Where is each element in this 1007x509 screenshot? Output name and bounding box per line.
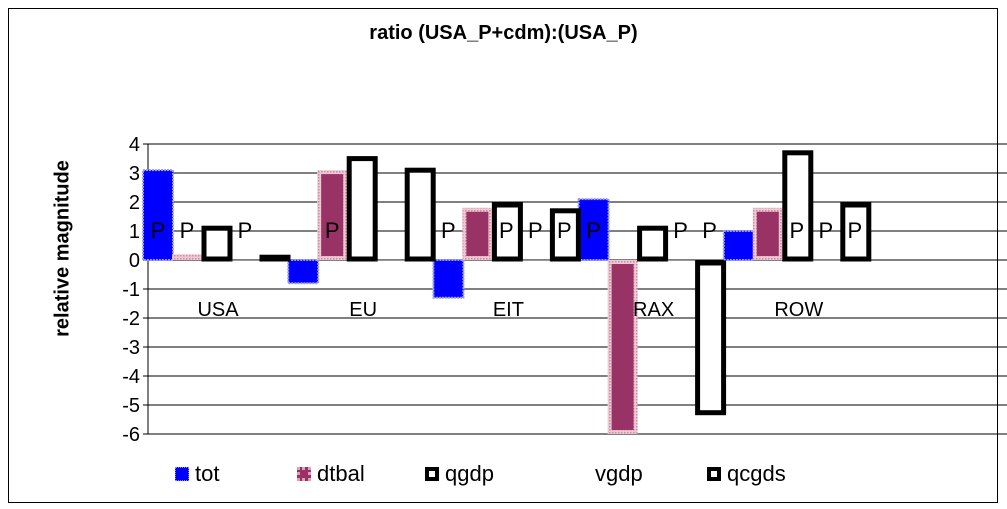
p-marker: P — [325, 218, 340, 243]
y-tick-label: -5 — [122, 395, 140, 417]
bar-dtbal-USA-border — [172, 254, 202, 260]
category-label: RAX — [633, 299, 674, 321]
y-tick-labels: 4 3 2 1 0 -1 -2 -3 -4 -5 -6 — [122, 134, 140, 446]
legend-item-vgdp: vgdp — [575, 461, 707, 487]
category-label: EIT — [493, 299, 524, 321]
bars — [142, 150, 872, 434]
bar-qgdp-USA — [201, 225, 233, 262]
y-tick-label: -2 — [122, 308, 140, 330]
y-tick-label: -1 — [122, 279, 140, 301]
legend-swatch-qcgds — [707, 467, 721, 481]
y-tick-label: -4 — [122, 366, 140, 388]
chart-frame — [8, 8, 998, 503]
chart-title: ratio (USA_P+cdm):(USA_P) — [369, 22, 638, 44]
bar-qgdp-RAX — [637, 225, 669, 262]
bar-qgdp-EU — [346, 156, 378, 262]
legend-item-dtbal: dtbal — [297, 461, 425, 487]
p-marker: P — [586, 218, 601, 243]
bar-tot-RAX — [577, 198, 610, 262]
y-tick-label: 0 — [129, 250, 140, 272]
legend: tot dtbal qgdp vgdp qcgds — [175, 456, 786, 492]
p-marker: P — [789, 218, 804, 243]
bar-tot-EIT — [432, 259, 465, 299]
legend-label: tot — [195, 461, 220, 486]
category-label: USA — [197, 299, 239, 321]
legend-label: vgdp — [595, 461, 643, 486]
p-marker: P — [847, 218, 862, 243]
y-tick-label: 2 — [129, 192, 140, 214]
p-marker: P — [702, 218, 717, 243]
legend-item-qcgds: qcgds — [707, 461, 786, 487]
y-tick-label: -3 — [122, 337, 140, 359]
bar-qgdp-ROW — [782, 150, 814, 262]
legend-swatch-qgdp — [425, 467, 439, 481]
bar-dtbal-EU — [321, 174, 344, 256]
legend-swatch-dtbal — [297, 467, 311, 481]
p-marker: P — [180, 218, 195, 243]
legend-item-tot: tot — [175, 461, 297, 487]
bar-qcgds-EIT — [549, 208, 581, 262]
y-tick-label: 4 — [129, 134, 140, 156]
p-marker: P — [238, 218, 253, 243]
bar-qcgds-ROW — [840, 202, 872, 262]
y-tick-label: 3 — [129, 163, 140, 185]
p-marker: P — [499, 218, 514, 243]
legend-item-qgdp: qgdp — [425, 461, 575, 487]
p-marker: P — [441, 218, 456, 243]
bar-dtbal-RAX — [611, 264, 634, 430]
legend-swatch-tot — [175, 467, 189, 481]
category-label: ROW — [774, 299, 823, 321]
gridlines — [143, 143, 1007, 435]
bar-qcgds-RAX — [695, 260, 727, 416]
category-labels: USA EU EIT RAX ROW — [197, 299, 823, 321]
bar-tot-USA — [142, 169, 174, 262]
bar-dtbal-EIT — [466, 211, 489, 256]
p-marker: P — [818, 218, 833, 243]
legend-label: qgdp — [445, 461, 494, 486]
legend-label: qcgds — [727, 461, 786, 486]
bar-qgdp-EIT — [491, 202, 523, 262]
legend-swatch-vgdp — [575, 467, 589, 481]
bar-qcgds-EU — [404, 167, 436, 262]
p-marker: P — [557, 218, 572, 243]
p-marker: P — [528, 218, 543, 243]
bar-tot-ROW — [722, 230, 755, 261]
bar-tot-EU — [287, 259, 320, 285]
bar-qcgds-USA — [259, 254, 291, 262]
category-label: EU — [349, 299, 377, 321]
y-tick-label: -6 — [122, 424, 140, 446]
legend-label: dtbal — [317, 461, 365, 486]
p-marker: P — [673, 218, 688, 243]
p-marker: P — [151, 218, 166, 243]
bar-dtbal-ROW — [756, 211, 779, 256]
y-tick-label: 1 — [129, 221, 140, 243]
